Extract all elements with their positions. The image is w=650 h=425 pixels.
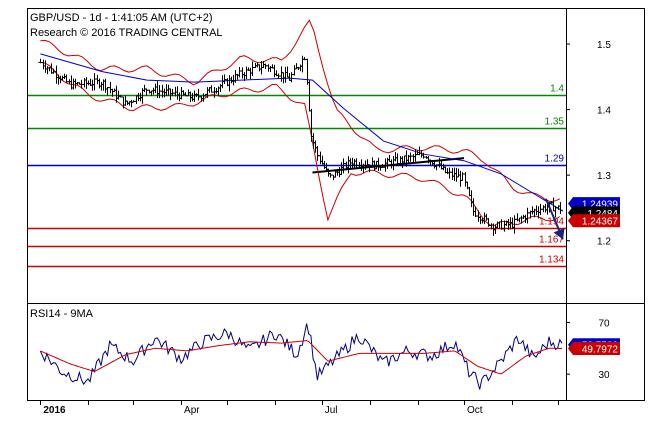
rsi-tag-box xyxy=(568,342,620,356)
x-axis: 2016 Apr Jul Oct xyxy=(28,400,645,416)
bollinger-upper xyxy=(40,19,561,203)
rsi-tag: 49.7972 xyxy=(568,342,620,356)
level-label: 1.167 xyxy=(539,235,564,246)
price-tag-box xyxy=(568,214,620,228)
level-label: 1.134 xyxy=(539,255,564,266)
moving-average xyxy=(40,53,564,212)
price-y-tick-label: 1.4 xyxy=(597,106,611,117)
rsi-ma-line xyxy=(40,340,562,375)
x-tick-label: 2016 xyxy=(43,405,66,416)
rsi-panel: 30 70 52.753649.7972 xyxy=(39,318,620,390)
level-label: 1.194 xyxy=(539,217,564,228)
price-y-axis: 1.2 1.3 1.4 1.5 xyxy=(566,40,611,248)
rsi-y-tick-label: 70 xyxy=(598,318,610,329)
price-tag-label: 1.24367 xyxy=(582,217,619,228)
price-y-tick-label: 1.5 xyxy=(597,40,611,51)
chart-subtitle: Research © 2016 TRADING CENTRAL xyxy=(30,27,223,39)
price-tag-label: 1.24939 xyxy=(582,200,619,211)
rsi-value-tags: 52.753649.7972 xyxy=(568,338,620,356)
rsi-y-tick-label: 30 xyxy=(598,370,610,381)
forecast-arrow-group xyxy=(544,198,565,240)
level-label: 1.35 xyxy=(545,117,565,128)
level-labels: 1.4 1.35 1.29 1.194 1.167 1.134 xyxy=(539,84,564,266)
x-tick-label: Apr xyxy=(184,405,200,416)
level-label: 1.4 xyxy=(550,84,564,95)
level-label: 1.29 xyxy=(545,154,565,165)
price-series xyxy=(38,55,563,236)
price-y-tick-label: 1.2 xyxy=(597,237,611,248)
price-y-tick-label: 1.3 xyxy=(597,171,611,182)
x-tick-label: Jul xyxy=(325,405,338,416)
horizontal-levels xyxy=(28,94,566,268)
rsi-title: RSI14 - 9MA xyxy=(30,308,94,320)
moving-average-line xyxy=(40,53,564,212)
price-tag: 1.24367 xyxy=(568,214,620,228)
forecast-arrow-head xyxy=(553,227,565,240)
rsi-tag-label: 49.7972 xyxy=(582,345,619,356)
price-bar xyxy=(558,201,563,214)
x-tick-label: Oct xyxy=(467,405,483,416)
chart-title: GBP/USD - 1d - 1:41:05 AM (UTC+2) xyxy=(30,12,212,24)
rsi-y-axis: 30 70 xyxy=(566,318,610,381)
rsi-series xyxy=(39,323,563,390)
